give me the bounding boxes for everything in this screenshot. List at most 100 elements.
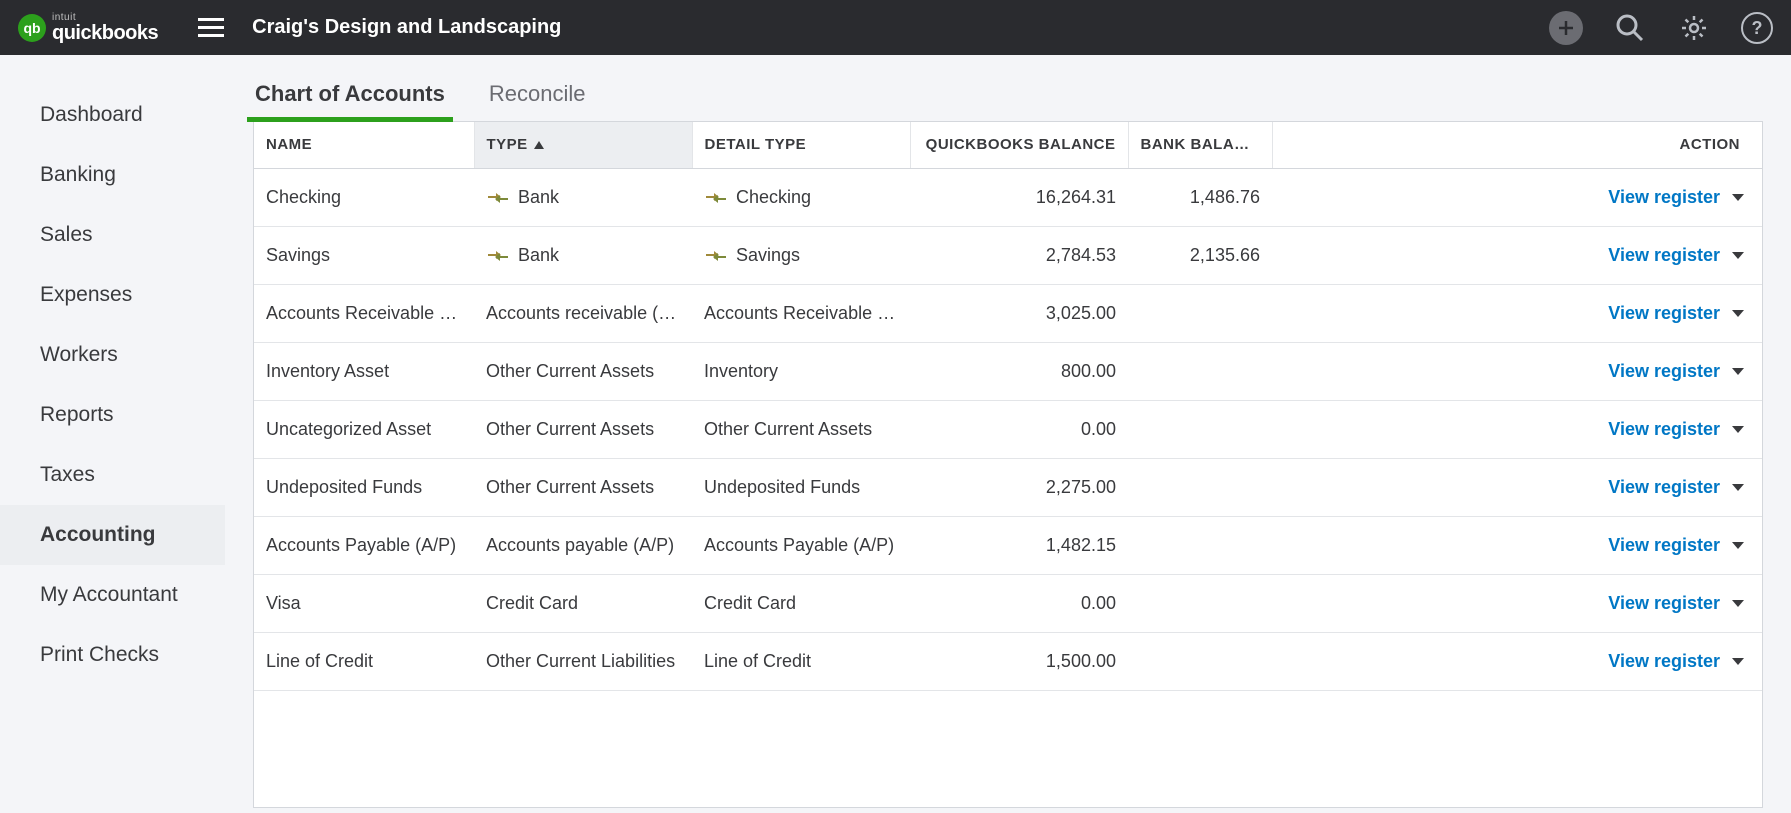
cell-action: View register [1272,458,1762,516]
cell-qb-balance: 0.00 [910,574,1128,632]
chevron-down-icon[interactable] [1732,368,1744,375]
cell-bank-balance [1128,632,1272,690]
main-content: Chart of Accounts Reconcile NAME TYPE DET… [225,55,1791,813]
cell-qb-balance: 16,264.31 [910,168,1128,226]
chevron-down-icon[interactable] [1732,194,1744,201]
view-register-button[interactable]: View register [1608,303,1744,324]
cell-detail-label: Undeposited Funds [704,477,860,497]
view-register-button[interactable]: View register [1608,535,1744,556]
accounts-table-wrap: NAME TYPE DETAIL TYPE QUICKBOOKS BALANCE… [253,122,1763,808]
cell-type-label: Other Current Assets [486,419,654,439]
cell-action: View register [1272,516,1762,574]
hamburger-menu-icon[interactable] [198,18,224,38]
brand-logo-icon: qb [18,14,46,42]
sidebar-item-reports[interactable]: Reports [0,385,225,445]
cell-detail-label: Accounts Payable (A/P) [704,535,894,555]
view-register-button[interactable]: View register [1608,187,1744,208]
sidebar-item-banking[interactable]: Banking [0,145,225,205]
view-register-button[interactable]: View register [1608,419,1744,440]
cell-type: Bank [474,226,692,284]
cell-name: Line of Credit [254,632,474,690]
table-row: Uncategorized AssetOther Current AssetsO… [254,400,1762,458]
view-register-button[interactable]: View register [1608,593,1744,614]
column-header-bank-balance[interactable]: BANK BALANCE [1128,122,1272,168]
cell-bank-balance [1128,516,1272,574]
cell-type: Accounts payable (A/P) [474,516,692,574]
cell-action: View register [1272,284,1762,342]
chevron-down-icon[interactable] [1732,310,1744,317]
plus-icon[interactable] [1549,11,1583,45]
cell-detail-type: Savings [692,226,910,284]
column-header-action[interactable]: ACTION [1272,122,1762,168]
sidebar-item-accounting[interactable]: Accounting [0,505,225,565]
view-register-button[interactable]: View register [1608,651,1744,672]
cell-name: Checking [254,168,474,226]
cell-name: Savings [254,226,474,284]
cell-type-label: Bank [518,187,559,207]
view-register-button[interactable]: View register [1608,245,1744,266]
cell-detail-type: Accounts Payable (A/P) [692,516,910,574]
cell-detail-type: Other Current Assets [692,400,910,458]
column-header-qb-balance[interactable]: QUICKBOOKS BALANCE [910,122,1128,168]
cell-bank-balance: 2,135.66 [1128,226,1272,284]
cell-type-label: Credit Card [486,593,578,613]
bank-link-icon [486,190,510,206]
cell-action: View register [1272,168,1762,226]
cell-action: View register [1272,342,1762,400]
view-register-label: View register [1608,535,1720,556]
sidebar-item-workers[interactable]: Workers [0,325,225,385]
topbar-actions: ? [1549,11,1773,45]
cell-bank-balance [1128,458,1272,516]
tab-reconcile[interactable]: Reconcile [487,73,588,121]
column-header-type[interactable]: TYPE [474,122,692,168]
chevron-down-icon[interactable] [1732,484,1744,491]
table-row: Accounts Receivable (A/R)Accounts receiv… [254,284,1762,342]
brand-logo[interactable]: qb intuit quickbooks [18,13,158,43]
chevron-down-icon[interactable] [1732,426,1744,433]
cell-qb-balance: 3,025.00 [910,284,1128,342]
sidebar-item-taxes[interactable]: Taxes [0,445,225,505]
cell-type-label: Bank [518,245,559,265]
view-register-button[interactable]: View register [1608,477,1744,498]
view-register-label: View register [1608,477,1720,498]
column-header-name[interactable]: NAME [254,122,474,168]
help-icon[interactable]: ? [1741,12,1773,44]
brand-intuit-label: intuit [52,13,158,23]
cell-detail-label: Other Current Assets [704,419,872,439]
sidebar-item-my-accountant[interactable]: My Accountant [0,565,225,625]
sidebar-item-expenses[interactable]: Expenses [0,265,225,325]
table-row: Inventory AssetOther Current AssetsInven… [254,342,1762,400]
view-register-label: View register [1608,303,1720,324]
table-row: VisaCredit CardCredit Card0.00View regis… [254,574,1762,632]
svg-text:?: ? [1752,18,1763,38]
cell-name: Visa [254,574,474,632]
view-register-button[interactable]: View register [1608,361,1744,382]
sidebar: DashboardBankingSalesExpensesWorkersRepo… [0,55,225,813]
chevron-down-icon[interactable] [1732,600,1744,607]
view-register-label: View register [1608,593,1720,614]
cell-action: View register [1272,574,1762,632]
cell-detail-type: Line of Credit [692,632,910,690]
chevron-down-icon[interactable] [1732,252,1744,259]
gear-icon[interactable] [1677,11,1711,45]
table-row: Undeposited FundsOther Current AssetsUnd… [254,458,1762,516]
search-icon[interactable] [1613,11,1647,45]
cell-type: Bank [474,168,692,226]
sidebar-item-dashboard[interactable]: Dashboard [0,85,225,145]
cell-detail-type: Undeposited Funds [692,458,910,516]
cell-bank-balance: 1,486.76 [1128,168,1272,226]
cell-bank-balance [1128,574,1272,632]
brand-logo-text: intuit quickbooks [52,13,158,43]
column-header-detail-type[interactable]: DETAIL TYPE [692,122,910,168]
cell-detail-label: Savings [736,245,800,265]
tab-chart-of-accounts[interactable]: Chart of Accounts [253,73,447,121]
cell-type-label: Other Current Assets [486,361,654,381]
cell-detail-type: Checking [692,168,910,226]
sidebar-item-print-checks[interactable]: Print Checks [0,625,225,685]
sidebar-item-sales[interactable]: Sales [0,205,225,265]
chevron-down-icon[interactable] [1732,542,1744,549]
cell-qb-balance: 1,500.00 [910,632,1128,690]
cell-detail-type: Inventory [692,342,910,400]
cell-qb-balance: 1,482.15 [910,516,1128,574]
chevron-down-icon[interactable] [1732,658,1744,665]
